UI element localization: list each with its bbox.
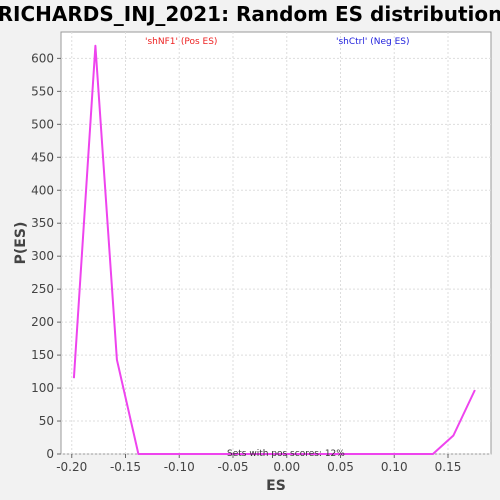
x-axis-label: ES <box>266 478 286 494</box>
x-tick-label: 0.10 <box>381 460 408 474</box>
pos-scores-annotation: Sets with pos scores: 12% <box>227 449 345 459</box>
legend-pos-es: 'shNF1' (Pos ES) <box>145 37 217 47</box>
y-axis-label: P(ES) <box>13 222 29 265</box>
y-tick-label: 50 <box>39 414 54 428</box>
x-tick-label: -0.15 <box>110 460 141 474</box>
y-tick-label: 100 <box>31 381 54 395</box>
x-tick-label: 0.05 <box>327 460 354 474</box>
y-tick-label: 300 <box>31 249 54 263</box>
x-tick-label: -0.20 <box>56 460 87 474</box>
y-tick-label: 200 <box>31 315 54 329</box>
plot-area <box>60 31 492 455</box>
y-tick-label: 600 <box>31 51 54 65</box>
legend-neg-es: 'shCtrl' (Neg ES) <box>336 37 409 47</box>
y-tick-label: 450 <box>31 150 54 164</box>
y-tick-label: 550 <box>31 84 54 98</box>
y-tick-label: 250 <box>31 282 54 296</box>
y-tick-label: 350 <box>31 216 54 230</box>
y-tick-label: 400 <box>31 183 54 197</box>
y-tick-label: 150 <box>31 348 54 362</box>
chart-title: RICHARDS_INJ_2021: Random ES distributio… <box>0 2 500 26</box>
x-tick-label: 0.15 <box>435 460 462 474</box>
series-layer <box>72 44 476 455</box>
axes: 0 50 100 150 200 250 300 350 400 450 500 550 600 -0.2… <box>31 51 461 474</box>
x-tick-label: 0.00 <box>273 460 300 474</box>
x-tick-label: -0.05 <box>217 460 248 474</box>
y-tick-label: 500 <box>31 117 54 131</box>
x-tick-label: -0.10 <box>164 460 195 474</box>
es-distribution-line <box>72 44 476 455</box>
y-tick-label: 0 <box>46 447 54 461</box>
